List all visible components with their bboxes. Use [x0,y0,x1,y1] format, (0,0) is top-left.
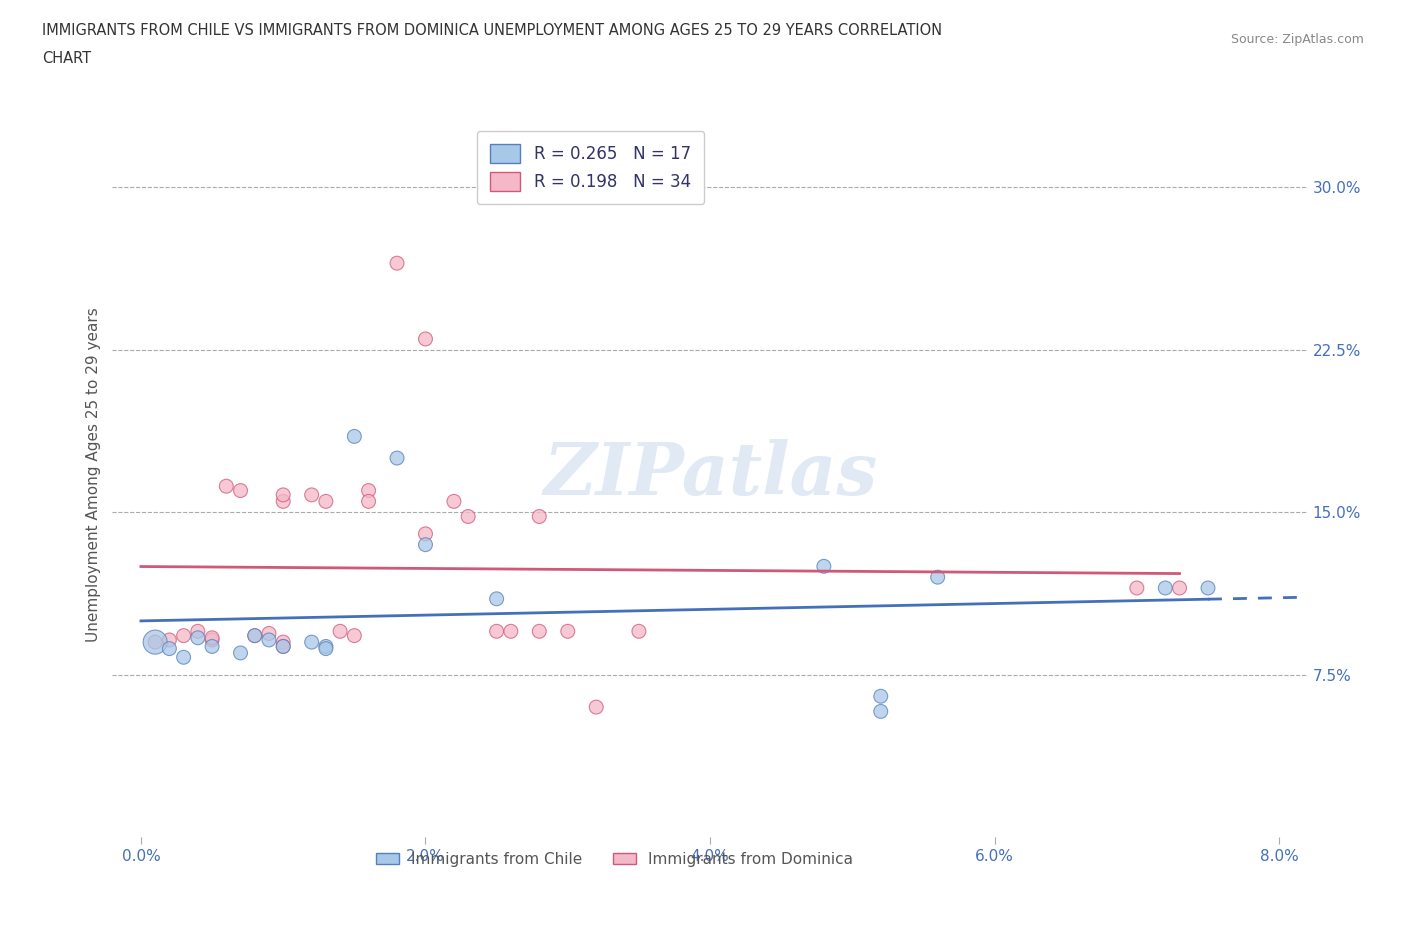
Point [585,699,607,714]
Point [187,631,209,645]
Point [315,639,337,654]
Point [415,538,437,552]
Text: IMMIGRANTS FROM CHILE VS IMMIGRANTS FROM DOMINICA UNEMPLOYMENT AMONG AGES 25 TO : IMMIGRANTS FROM CHILE VS IMMIGRANTS FROM… [42,23,942,38]
Point [173,628,195,643]
Point [927,570,949,585]
Text: Source: ZipAtlas.com: Source: ZipAtlas.com [1230,33,1364,46]
Point [271,494,294,509]
Point [243,628,266,643]
Point [229,645,252,660]
Point [271,487,294,502]
Point [157,632,180,647]
Point [229,483,252,498]
Point [1154,580,1177,595]
Point [301,634,323,649]
Point [485,624,508,639]
Point [1168,580,1191,595]
Point [343,429,366,444]
Point [415,331,437,346]
Point [557,624,579,639]
Point [157,641,180,656]
Point [813,559,835,574]
Point [329,624,352,639]
Point [173,650,195,665]
Point [869,704,891,719]
Point [499,624,522,639]
Y-axis label: Unemployment Among Ages 25 to 29 years: Unemployment Among Ages 25 to 29 years [86,307,101,642]
Point [415,526,437,541]
Point [385,451,408,466]
Point [243,628,266,643]
Text: ZIPatlas: ZIPatlas [543,439,877,510]
Point [869,689,891,704]
Point [529,509,551,524]
Point [201,639,224,654]
Point [357,494,380,509]
Point [187,624,209,639]
Point [201,631,224,645]
Point [1197,580,1219,595]
Point [215,479,238,494]
Text: CHART: CHART [42,51,91,66]
Point [357,483,380,498]
Point [485,591,508,606]
Point [315,494,337,509]
Point [271,639,294,654]
Point [271,634,294,649]
Point [301,487,323,502]
Point [443,494,465,509]
Point [143,634,166,649]
Point [257,626,280,641]
Point [201,632,224,647]
Point [257,632,280,647]
Point [143,634,166,649]
Point [457,509,479,524]
Point [627,624,650,639]
Point [1126,580,1149,595]
Point [529,624,551,639]
Point [315,641,337,656]
Point [271,639,294,654]
Legend: Immigrants from Chile, Immigrants from Dominica: Immigrants from Chile, Immigrants from D… [370,845,859,873]
Point [385,256,408,271]
Point [343,628,366,643]
